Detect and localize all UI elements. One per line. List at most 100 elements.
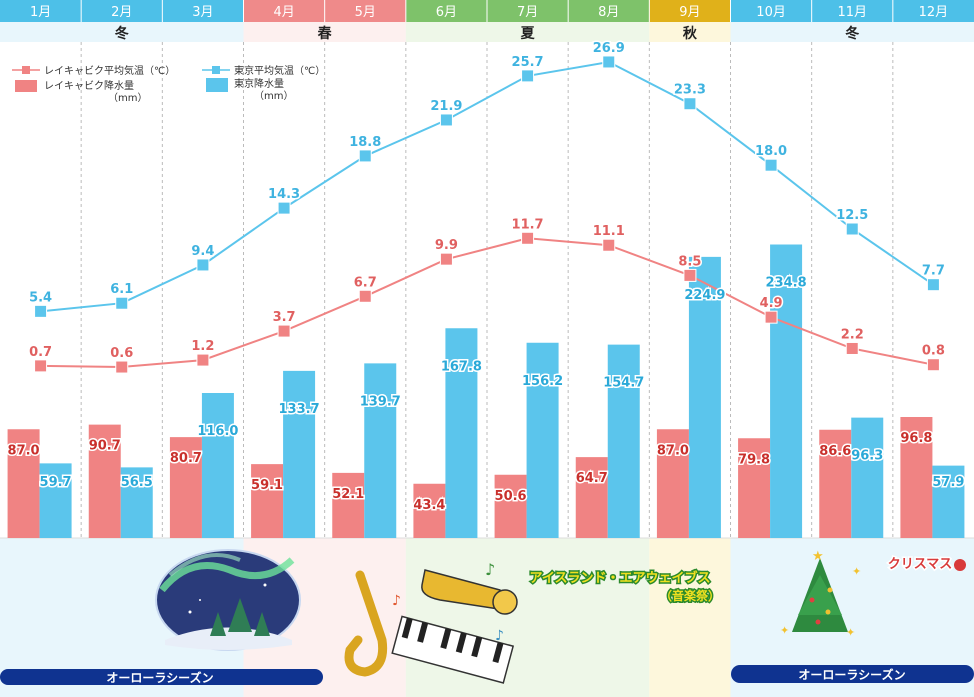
month-label: 12月: [919, 5, 949, 20]
month-label: 9月: [679, 5, 700, 20]
bar-reykjavik-rain: [88, 424, 121, 538]
month-label: 2月: [111, 5, 132, 20]
tokyo-temp-line: [40, 60, 934, 313]
bar-tokyo-rain: [770, 244, 803, 538]
season-row: [0, 22, 244, 42]
tokyo-temp-point: [845, 222, 859, 236]
reykjavik-temp-label: 8.5: [678, 254, 701, 269]
season-band-bottom: [649, 538, 731, 697]
label-tokyo-rain: 154.7: [603, 376, 644, 391]
legend-tokyo-temp: 東京平均気温（℃）: [234, 64, 325, 77]
reykjavik-temp-point: [439, 252, 453, 266]
label-tokyo-rain: 156.2: [522, 374, 563, 389]
events-band: ♪ ♪ ♪ ★ ✦ ✦ ✦ アイスランド・エアウェイブス （音楽祭） クリスマス…: [0, 549, 974, 685]
month-header-cell: [81, 0, 163, 22]
legend-reykjavik-temp-marker: [22, 66, 30, 74]
legend-reykjavik-rain: レイキャビク降水量: [44, 79, 134, 92]
bar-reykjavik-rain: [7, 429, 40, 538]
reykjavik-temp-point: [34, 359, 48, 373]
month-header-cell: [649, 0, 731, 22]
tokyo-temp-label: 12.5: [836, 208, 868, 223]
reykjavik-temp-label: 2.2: [841, 327, 864, 342]
month-label: 5月: [355, 5, 376, 20]
bar-reykjavik-rain: [738, 438, 771, 538]
month-label: 7月: [517, 5, 538, 20]
tokyo-temp-point: [34, 304, 48, 318]
month-label: 6月: [436, 5, 457, 20]
reykjavik-temp-label: 9.9: [435, 238, 458, 253]
season-row: [405, 22, 650, 42]
reykjavik-temp-label: 0.6: [110, 346, 133, 361]
tokyo-temp-point: [602, 55, 616, 69]
aurora-season-bar-right: [731, 665, 974, 683]
tokyo-temp-point: [277, 201, 291, 215]
month-header-cell: [487, 0, 569, 22]
label-reykjavik-rain: 52.1: [332, 487, 364, 502]
airwaves-title: アイスランド・エアウェイブス: [530, 570, 711, 586]
month-header-cell: [892, 0, 974, 22]
reykjavik-temp-label: 0.8: [922, 344, 945, 359]
label-tokyo-rain: 234.8: [766, 276, 807, 291]
bar-tokyo-rain: [39, 463, 72, 538]
label-reykjavik-rain: 59.1: [251, 478, 283, 493]
svg-text:✦: ✦: [852, 565, 861, 578]
month-label: 8月: [598, 5, 619, 20]
svg-text:✦: ✦: [780, 624, 789, 637]
legend: レイキャビク平均気温（℃） レイキャビク降水量 （mm） 東京平均気温（℃） 東…: [12, 64, 325, 104]
month-header-cell: [0, 0, 82, 22]
reykjavik-temp-point: [196, 353, 210, 367]
season-label: 冬: [845, 25, 859, 42]
tokyo-temp-point: [683, 97, 697, 111]
legend-tokyo-rain-swatch: [206, 78, 228, 92]
tokyo-temp-point: [926, 278, 940, 292]
bar-tokyo-rain: [364, 363, 397, 538]
label-tokyo-rain: 116.0: [197, 424, 238, 439]
bar-tokyo-rain: [120, 467, 153, 538]
tokyo-temp-point: [439, 113, 453, 127]
bar-tokyo-rain: [607, 344, 640, 538]
legend-reykjavik-temp: レイキャビク平均気温（℃）: [44, 64, 175, 77]
aurora-illustration: [155, 549, 301, 651]
label-reykjavik-rain: 90.7: [89, 439, 121, 454]
reykjavik-temp-label: 0.7: [29, 345, 52, 360]
reykjavik-temp-point: [358, 289, 372, 303]
reykjavik-temp-point: [764, 310, 778, 324]
label-reykjavik-rain: 50.6: [495, 489, 527, 504]
bar-tokyo-rain: [201, 393, 234, 538]
bar-reykjavik-rain: [575, 457, 608, 538]
reykjavik-temp-point: [521, 231, 535, 245]
legend-tokyo-rain: 東京降水量: [234, 77, 284, 90]
season-label: 秋: [683, 25, 698, 42]
bar-tokyo-rain: [526, 342, 559, 538]
tokyo-temp-point: [764, 158, 778, 172]
season-row: [730, 22, 974, 42]
reykjavik-temp-point: [115, 360, 129, 374]
tokyo-temp-label: 6.1: [110, 282, 133, 297]
label-reykjavik-rain: 64.7: [576, 471, 608, 486]
label-reykjavik-rain: 87.0: [657, 443, 689, 458]
reykjavik-temp-point: [845, 341, 859, 355]
month-header-cell: [405, 0, 487, 22]
aurora-season-label-right: オーローラシーズン: [798, 667, 905, 682]
label-tokyo-rain: 57.9: [932, 475, 964, 490]
bar-reykjavik-rain: [251, 464, 284, 538]
svg-text:✦: ✦: [846, 626, 855, 639]
tokyo-temp-label: 25.7: [512, 55, 544, 70]
month-header-cell: [162, 0, 244, 22]
month-label: 11月: [837, 5, 867, 20]
legend-reykjavik-unit: （mm）: [108, 92, 147, 104]
label-tokyo-rain: 139.7: [360, 394, 401, 409]
tokyo-temp-point: [115, 296, 129, 310]
season-row: [649, 22, 731, 42]
tokyo-temp-point: [358, 149, 372, 163]
reykjavik-temp-label: 4.9: [760, 296, 783, 311]
reykjavik-temp-label: 11.1: [593, 224, 625, 239]
tokyo-temp-label: 7.7: [922, 264, 945, 279]
christmas-tree-illustration: ★ ✦ ✦ ✦: [780, 549, 861, 639]
label-reykjavik-rain: 96.8: [900, 431, 932, 446]
svg-text:♪: ♪: [485, 560, 495, 579]
bar-reykjavik-rain: [332, 472, 365, 538]
label-reykjavik-rain: 79.8: [738, 452, 770, 467]
